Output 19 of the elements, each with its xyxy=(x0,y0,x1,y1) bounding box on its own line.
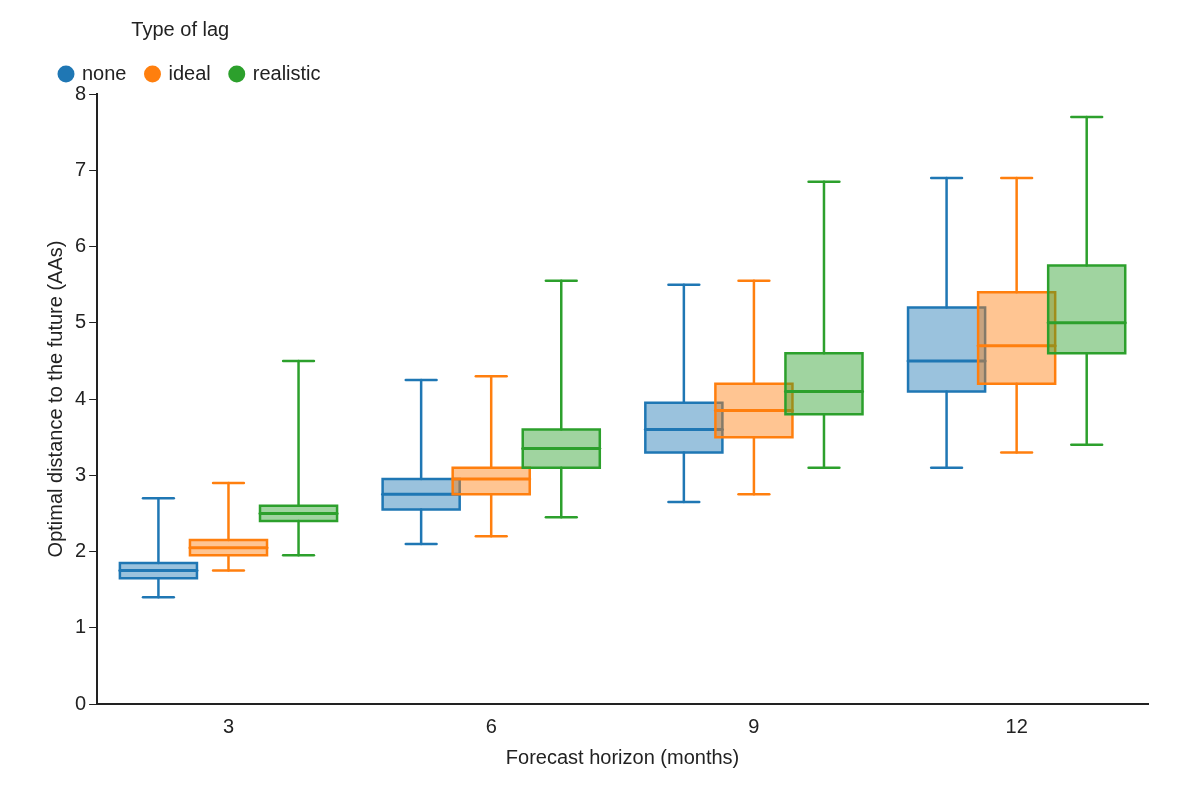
y-tick-label: 4 xyxy=(75,386,87,409)
x-tick-label: 12 xyxy=(1005,714,1028,737)
y-tick-label: 5 xyxy=(75,310,87,333)
y-tick-label: 6 xyxy=(75,234,87,257)
x-tick-label: 3 xyxy=(222,714,235,737)
x-tick-label: 9 xyxy=(748,714,760,737)
legend-title: Type of lag xyxy=(131,17,230,40)
legend-label: realistic xyxy=(252,61,321,84)
x-tick-label: 6 xyxy=(485,714,497,737)
y-tick-label: 3 xyxy=(75,462,87,485)
y-tick-label: 2 xyxy=(75,539,87,562)
y-tick-label: 0 xyxy=(75,691,87,714)
y-tick-label: 1 xyxy=(75,615,87,638)
y-axis-title: Optimal distance to the future (AAs) xyxy=(43,240,66,558)
legend-label: ideal xyxy=(168,61,211,84)
legend-label: none xyxy=(82,61,127,84)
y-tick-label: 8 xyxy=(75,81,87,104)
x-axis-title: Forecast horizon (months) xyxy=(505,745,740,768)
y-tick-label: 7 xyxy=(75,157,87,180)
